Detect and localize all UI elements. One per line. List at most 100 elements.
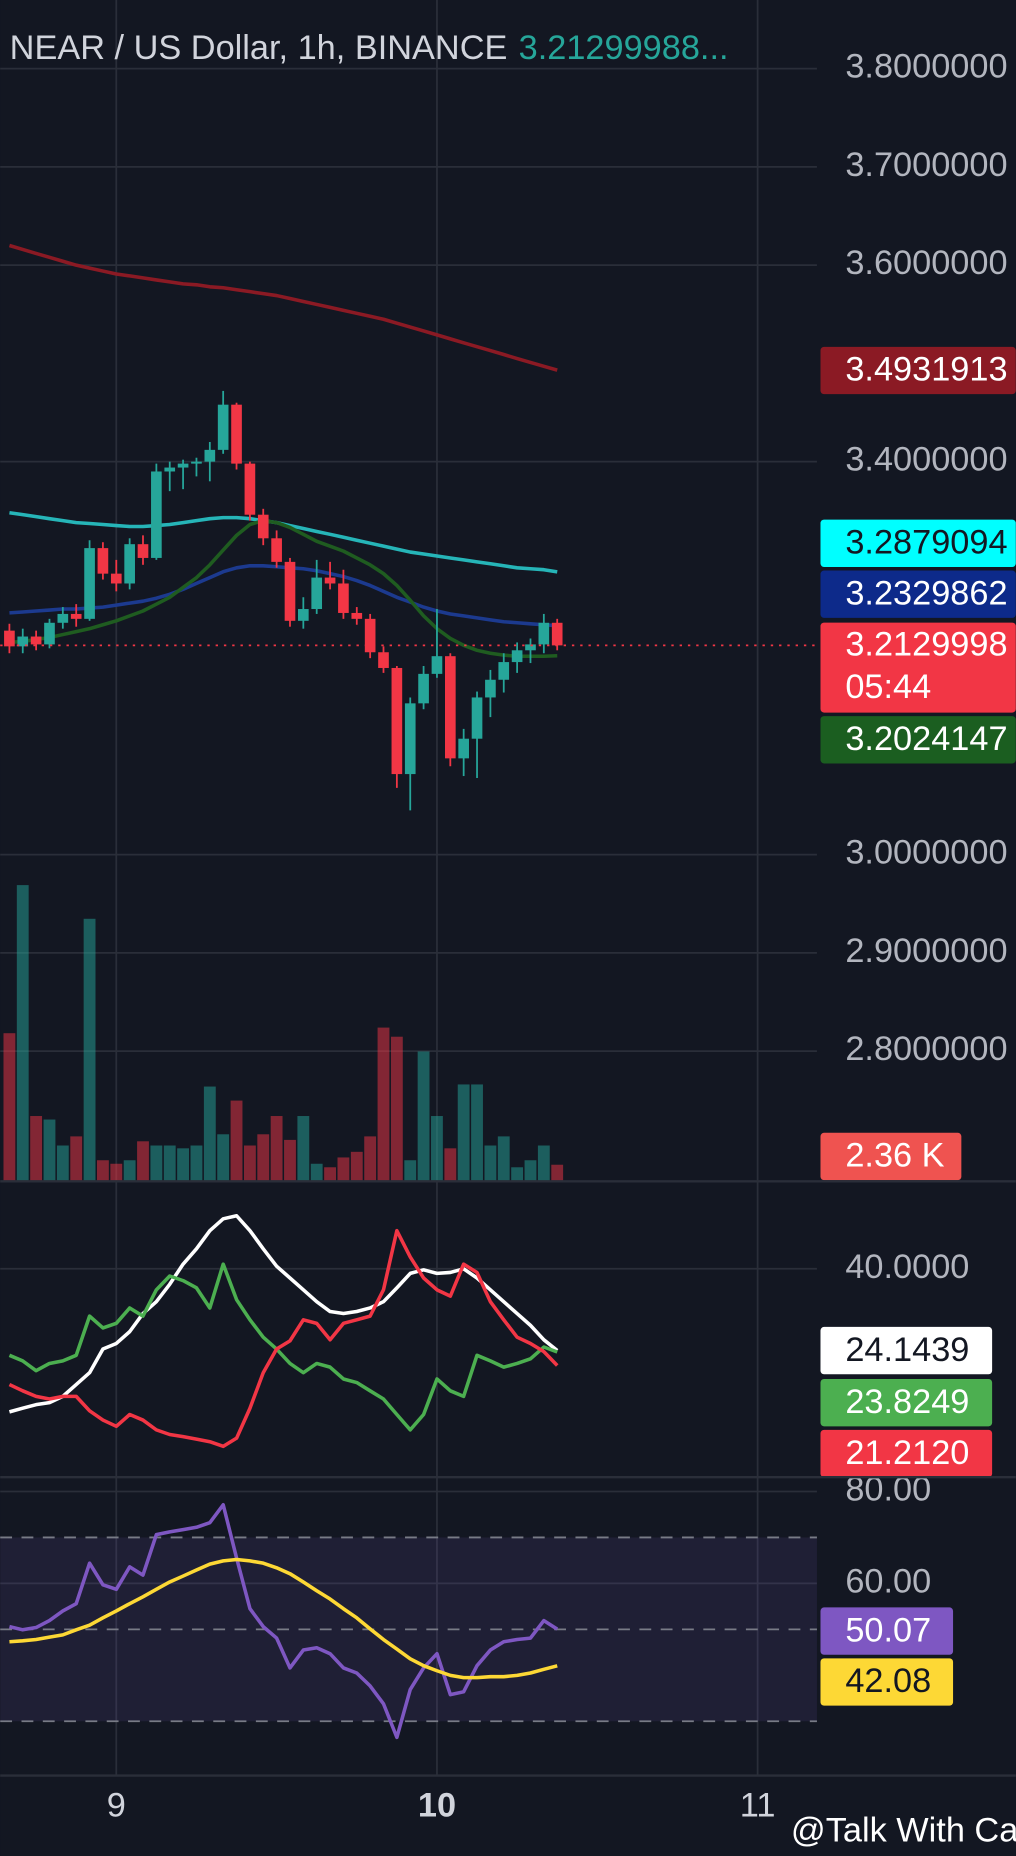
- series-last-label: 3.2024147: [845, 720, 1007, 758]
- candle-body: [364, 618, 376, 653]
- candle-body: [151, 471, 162, 558]
- volume-bar: [284, 1139, 296, 1182]
- volume-bar: [511, 1167, 524, 1182]
- candle-body: [217, 404, 229, 450]
- candle-body: [458, 738, 469, 759]
- last-price-text: 3.21299988...: [519, 29, 729, 67]
- volume-bar: [203, 1086, 216, 1182]
- volume-bar: [471, 1084, 483, 1182]
- y-tick-label: 3.8000000: [845, 48, 1007, 86]
- volume-bar: [337, 1157, 350, 1182]
- volume-bar: [537, 1145, 550, 1182]
- series-last-label-box: [820, 519, 1016, 567]
- candle-body: [485, 679, 496, 698]
- volume-bar: [364, 1136, 377, 1182]
- series-line: [9, 1503, 559, 1740]
- candle-body: [298, 609, 309, 621]
- volume-bar: [444, 1148, 457, 1182]
- volume-bar: [457, 1084, 470, 1182]
- y-tick-label: 60.00: [845, 1562, 931, 1600]
- candle-body: [391, 667, 403, 775]
- volume-bar: [417, 1051, 430, 1182]
- candle-body: [4, 630, 15, 647]
- series-last-label: 23.8249: [845, 1383, 969, 1421]
- marks-layer: [0, 243, 817, 1740]
- volume-bar: [70, 1136, 83, 1182]
- volume-bar: [270, 1116, 283, 1182]
- series-line: [9, 1557, 558, 1680]
- candle-body: [525, 644, 536, 651]
- volume-bar: [324, 1167, 336, 1182]
- volume-bar: [390, 1036, 403, 1182]
- candle-body: [257, 514, 269, 539]
- series-line: [8, 1213, 559, 1414]
- candle-body: [471, 697, 483, 739]
- volume-bar: [377, 1027, 390, 1182]
- y-tick-label: 3.4000000: [845, 441, 1007, 479]
- candle-body: [444, 656, 456, 759]
- candle-body: [44, 622, 55, 645]
- series-last-label-box: [820, 346, 1016, 395]
- volume-bar: [431, 1116, 443, 1182]
- series-last-label-box: [820, 716, 1016, 764]
- series-last-label: 3.4931913: [845, 351, 1007, 389]
- candle-body: [17, 636, 29, 647]
- candle-body: [431, 656, 443, 674]
- volume-bar: [257, 1134, 270, 1182]
- y-tick-label: 40.0000: [845, 1248, 969, 1286]
- volume-bar: [350, 1151, 363, 1182]
- candle-body: [137, 544, 149, 558]
- volume-bar: [43, 1119, 56, 1182]
- series-last-label-box: [820, 1607, 954, 1655]
- candle-body: [311, 577, 323, 610]
- series-last-label-box: [820, 1429, 993, 1478]
- grid-layer: [0, 0, 817, 1776]
- candle-body: [84, 548, 95, 619]
- volume-bar: [56, 1145, 69, 1182]
- series-last-label-box: [820, 570, 1016, 618]
- countdown-label: 05:44: [845, 668, 931, 706]
- volume-bar: [150, 1145, 163, 1182]
- volume-bar: [310, 1163, 323, 1182]
- series-last-label: 21.2120: [845, 1434, 969, 1472]
- y-tick-label: 2.9000000: [845, 932, 1007, 970]
- series-last-label-box: [820, 1326, 993, 1375]
- series-line: [8, 1228, 559, 1449]
- series-last-label: 42.08: [845, 1662, 931, 1700]
- candle-body: [498, 662, 510, 680]
- y-tick-label: 3.0000000: [845, 834, 1007, 872]
- last-price-label: 3.2129998: [845, 625, 1007, 663]
- volume-bar: [230, 1100, 243, 1182]
- series-line: [8, 1262, 558, 1432]
- candle-body: [404, 703, 416, 775]
- series-last-label: 24.1439: [845, 1331, 969, 1369]
- candle-body: [338, 583, 349, 613]
- volume-bar: [96, 1160, 109, 1182]
- volume-bar: [243, 1145, 256, 1182]
- series-last-label: 3.2329862: [845, 574, 1007, 612]
- volume-bar: [123, 1160, 136, 1182]
- volume-bar: [497, 1136, 510, 1182]
- volume-bar: [484, 1145, 497, 1182]
- volume-last-label-box: [820, 1132, 962, 1181]
- x-tick-label: 10: [418, 1787, 456, 1825]
- volume-bar: [297, 1116, 310, 1182]
- candle-body: [30, 636, 42, 645]
- watermark: @Talk With Candle: [791, 1811, 1016, 1849]
- candle-body: [244, 463, 256, 515]
- candle-body: [231, 404, 242, 464]
- x-tick-label: 9: [107, 1787, 126, 1825]
- volume-bar: [137, 1141, 149, 1182]
- y-tick-label: 3.7000000: [845, 146, 1007, 184]
- series-last-label-box: [820, 1378, 993, 1427]
- chart-title: NEAR / US Dollar, 1h, BINANCE: [10, 29, 508, 67]
- last-price-box: [820, 622, 1016, 713]
- volume-bar: [551, 1164, 564, 1182]
- labels-layer: 9 10 11 3.8000000 3.7000000 3.6000000 3.400000…: [107, 48, 1016, 1825]
- volume-bar: [83, 918, 96, 1182]
- y-tick-label: 2.8000000: [845, 1030, 1007, 1068]
- series-line: [9, 564, 558, 628]
